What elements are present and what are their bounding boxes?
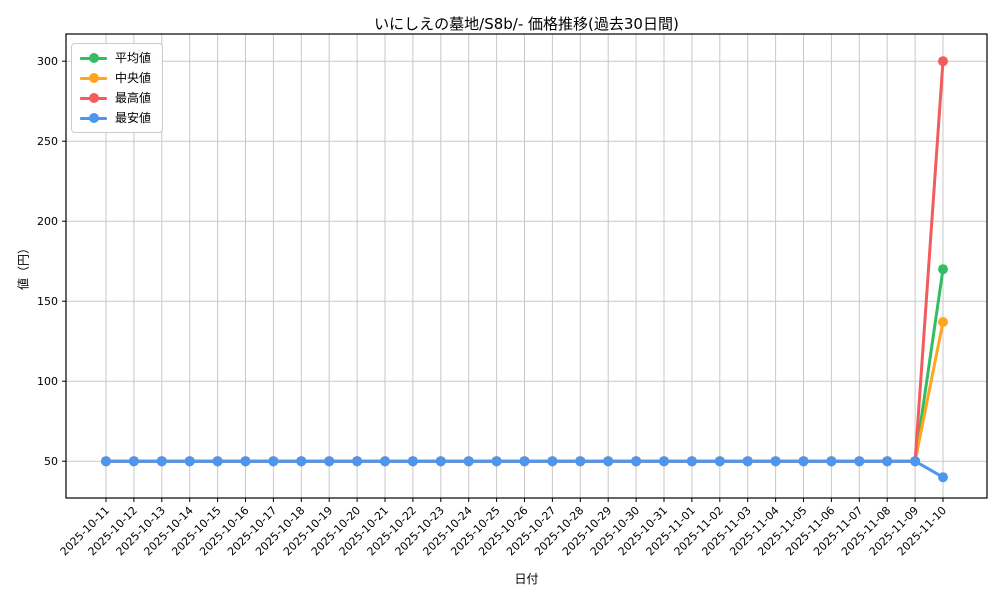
legend-item-median: 中央値 — [80, 71, 151, 85]
legend-line-marker — [80, 93, 107, 103]
legend-item-average: 平均値 — [80, 51, 151, 65]
y-axis-label: 値（円） — [16, 241, 31, 291]
legend: 平均値中央値最高値最安値 — [71, 43, 164, 133]
legend-dot-marker — [88, 53, 99, 63]
data-point-min — [184, 456, 195, 467]
legend-label: 最安値 — [115, 111, 152, 125]
legend-line-marker — [80, 113, 107, 123]
y-tick-label: 50 — [44, 455, 58, 468]
data-point-max — [938, 56, 948, 67]
data-point-min — [826, 456, 837, 467]
data-point-min — [463, 456, 474, 467]
data-point-min — [435, 456, 446, 467]
data-point-min — [714, 456, 725, 467]
data-point-min — [324, 456, 335, 467]
data-point-median — [938, 317, 948, 327]
legend-item-min: 最安値 — [80, 111, 151, 125]
legend-item-max: 最高値 — [80, 91, 151, 105]
data-point-min — [547, 456, 558, 467]
y-tick-label: 200 — [37, 215, 58, 228]
data-point-min — [296, 456, 307, 467]
data-point-min — [101, 456, 111, 467]
legend-dot-marker — [88, 93, 99, 103]
data-point-min — [659, 456, 669, 467]
y-tick-label: 100 — [37, 375, 58, 388]
legend-label: 最高値 — [115, 91, 152, 105]
data-point-min — [631, 456, 642, 467]
legend-line-marker — [80, 73, 107, 83]
data-point-min — [380, 456, 390, 467]
data-point-min — [491, 456, 502, 467]
legend-dot-marker — [88, 73, 99, 83]
data-point-min — [407, 456, 418, 467]
y-tick-label: 300 — [37, 55, 58, 68]
data-point-min — [212, 456, 223, 467]
data-point-min — [519, 456, 530, 467]
data-point-min — [938, 472, 948, 483]
data-point-average — [938, 264, 948, 275]
y-tick-label: 250 — [37, 135, 58, 148]
data-point-min — [910, 456, 921, 467]
data-point-min — [686, 456, 697, 467]
legend-label: 中央値 — [115, 71, 152, 85]
x-axis-label: 日付 — [514, 572, 539, 586]
data-point-min — [268, 456, 279, 467]
legend-label: 平均値 — [115, 51, 152, 65]
legend-line-marker — [80, 53, 107, 63]
legend-dot-marker — [88, 113, 99, 123]
data-point-min — [156, 456, 167, 467]
data-point-min — [128, 456, 139, 467]
data-point-min — [798, 456, 809, 467]
y-tick-label: 150 — [37, 295, 58, 308]
data-point-min — [742, 456, 753, 467]
chart-title: いにしえの墓地/S8b/- 価格推移(過去30日間) — [374, 15, 679, 33]
data-point-min — [882, 456, 893, 467]
data-point-min — [854, 456, 865, 467]
axes-border — [65, 33, 988, 499]
data-point-min — [575, 456, 586, 467]
data-point-min — [770, 456, 781, 467]
data-point-min — [352, 456, 363, 467]
data-point-min — [603, 456, 614, 467]
data-point-min — [240, 456, 251, 467]
